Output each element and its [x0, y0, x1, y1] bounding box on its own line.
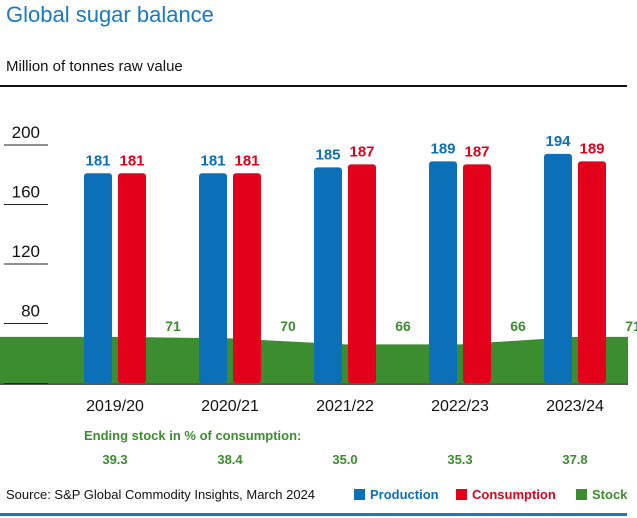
production-bar	[314, 167, 342, 383]
x-category-label: 2022/23	[431, 398, 489, 415]
consumption-value-label: 181	[234, 152, 259, 169]
consumption-bar	[578, 161, 606, 383]
consumption-bar	[233, 173, 261, 383]
production-value-label: 181	[200, 152, 225, 169]
y-tick-label: 120	[12, 242, 40, 261]
legend-stock: Stock	[576, 487, 627, 502]
source-note: Source: S&P Global Commodity Insights, M…	[6, 487, 316, 502]
chart-subtitle: Million of tonnes raw value	[6, 58, 183, 75]
production-bar	[544, 153, 572, 383]
production-bar	[199, 173, 227, 383]
legend-stock-label: Stock	[592, 487, 628, 502]
stock-pct-value: 35.3	[447, 452, 473, 467]
bottom-rule	[0, 513, 627, 516]
consumption-bar	[463, 164, 491, 383]
y-tick-label: 80	[21, 302, 40, 321]
x-category-label: 2020/21	[201, 398, 259, 415]
x-category-label: 2021/22	[316, 398, 374, 415]
stock-pct-value: 37.8	[562, 452, 588, 467]
consumption-value-label: 189	[579, 140, 604, 157]
top-rule	[0, 85, 627, 87]
consumption-value-label: 187	[464, 143, 489, 160]
legend-production-label: Production	[370, 487, 439, 502]
x-category-label: 2023/24	[546, 398, 604, 415]
legend-stock-swatch	[576, 489, 587, 500]
stock-pct-value: 38.4	[217, 452, 243, 467]
chart-title: Global sugar balance	[6, 2, 214, 27]
production-bar	[429, 161, 457, 383]
y-tick-label: 160	[12, 183, 40, 202]
sugar-balance-chart: 4080120160200181181181181185187189187194…	[0, 123, 637, 415]
stock-caption: Ending stock in % of consumption:	[84, 428, 302, 443]
stock-value-label: 70	[280, 318, 296, 334]
legend-consumption-swatch	[456, 489, 467, 500]
stock-value-label: 71	[165, 318, 181, 334]
y-tick-label: 200	[12, 123, 40, 142]
legend-production: Production	[354, 487, 439, 502]
production-value-label: 189	[430, 140, 455, 157]
legend-production-swatch	[354, 489, 365, 500]
production-value-label: 181	[85, 152, 110, 169]
consumption-bar	[348, 164, 376, 383]
legend-consumption: Consumption	[456, 487, 556, 502]
stock-pct-value: 39.3	[102, 452, 128, 467]
legend-consumption-label: Consumption	[472, 487, 556, 502]
x-category-label: 2019/20	[86, 398, 144, 415]
consumption-value-label: 181	[119, 152, 144, 169]
stock-value-label: 66	[510, 318, 526, 334]
stock-pct-value: 35.0	[332, 452, 358, 467]
stock-value-label: 66	[395, 318, 411, 334]
production-value-label: 194	[545, 133, 571, 150]
consumption-value-label: 187	[349, 143, 374, 160]
production-value-label: 185	[315, 146, 340, 163]
production-bar	[84, 173, 112, 383]
stock-value-label: 71	[625, 318, 637, 334]
consumption-bar	[118, 173, 146, 383]
